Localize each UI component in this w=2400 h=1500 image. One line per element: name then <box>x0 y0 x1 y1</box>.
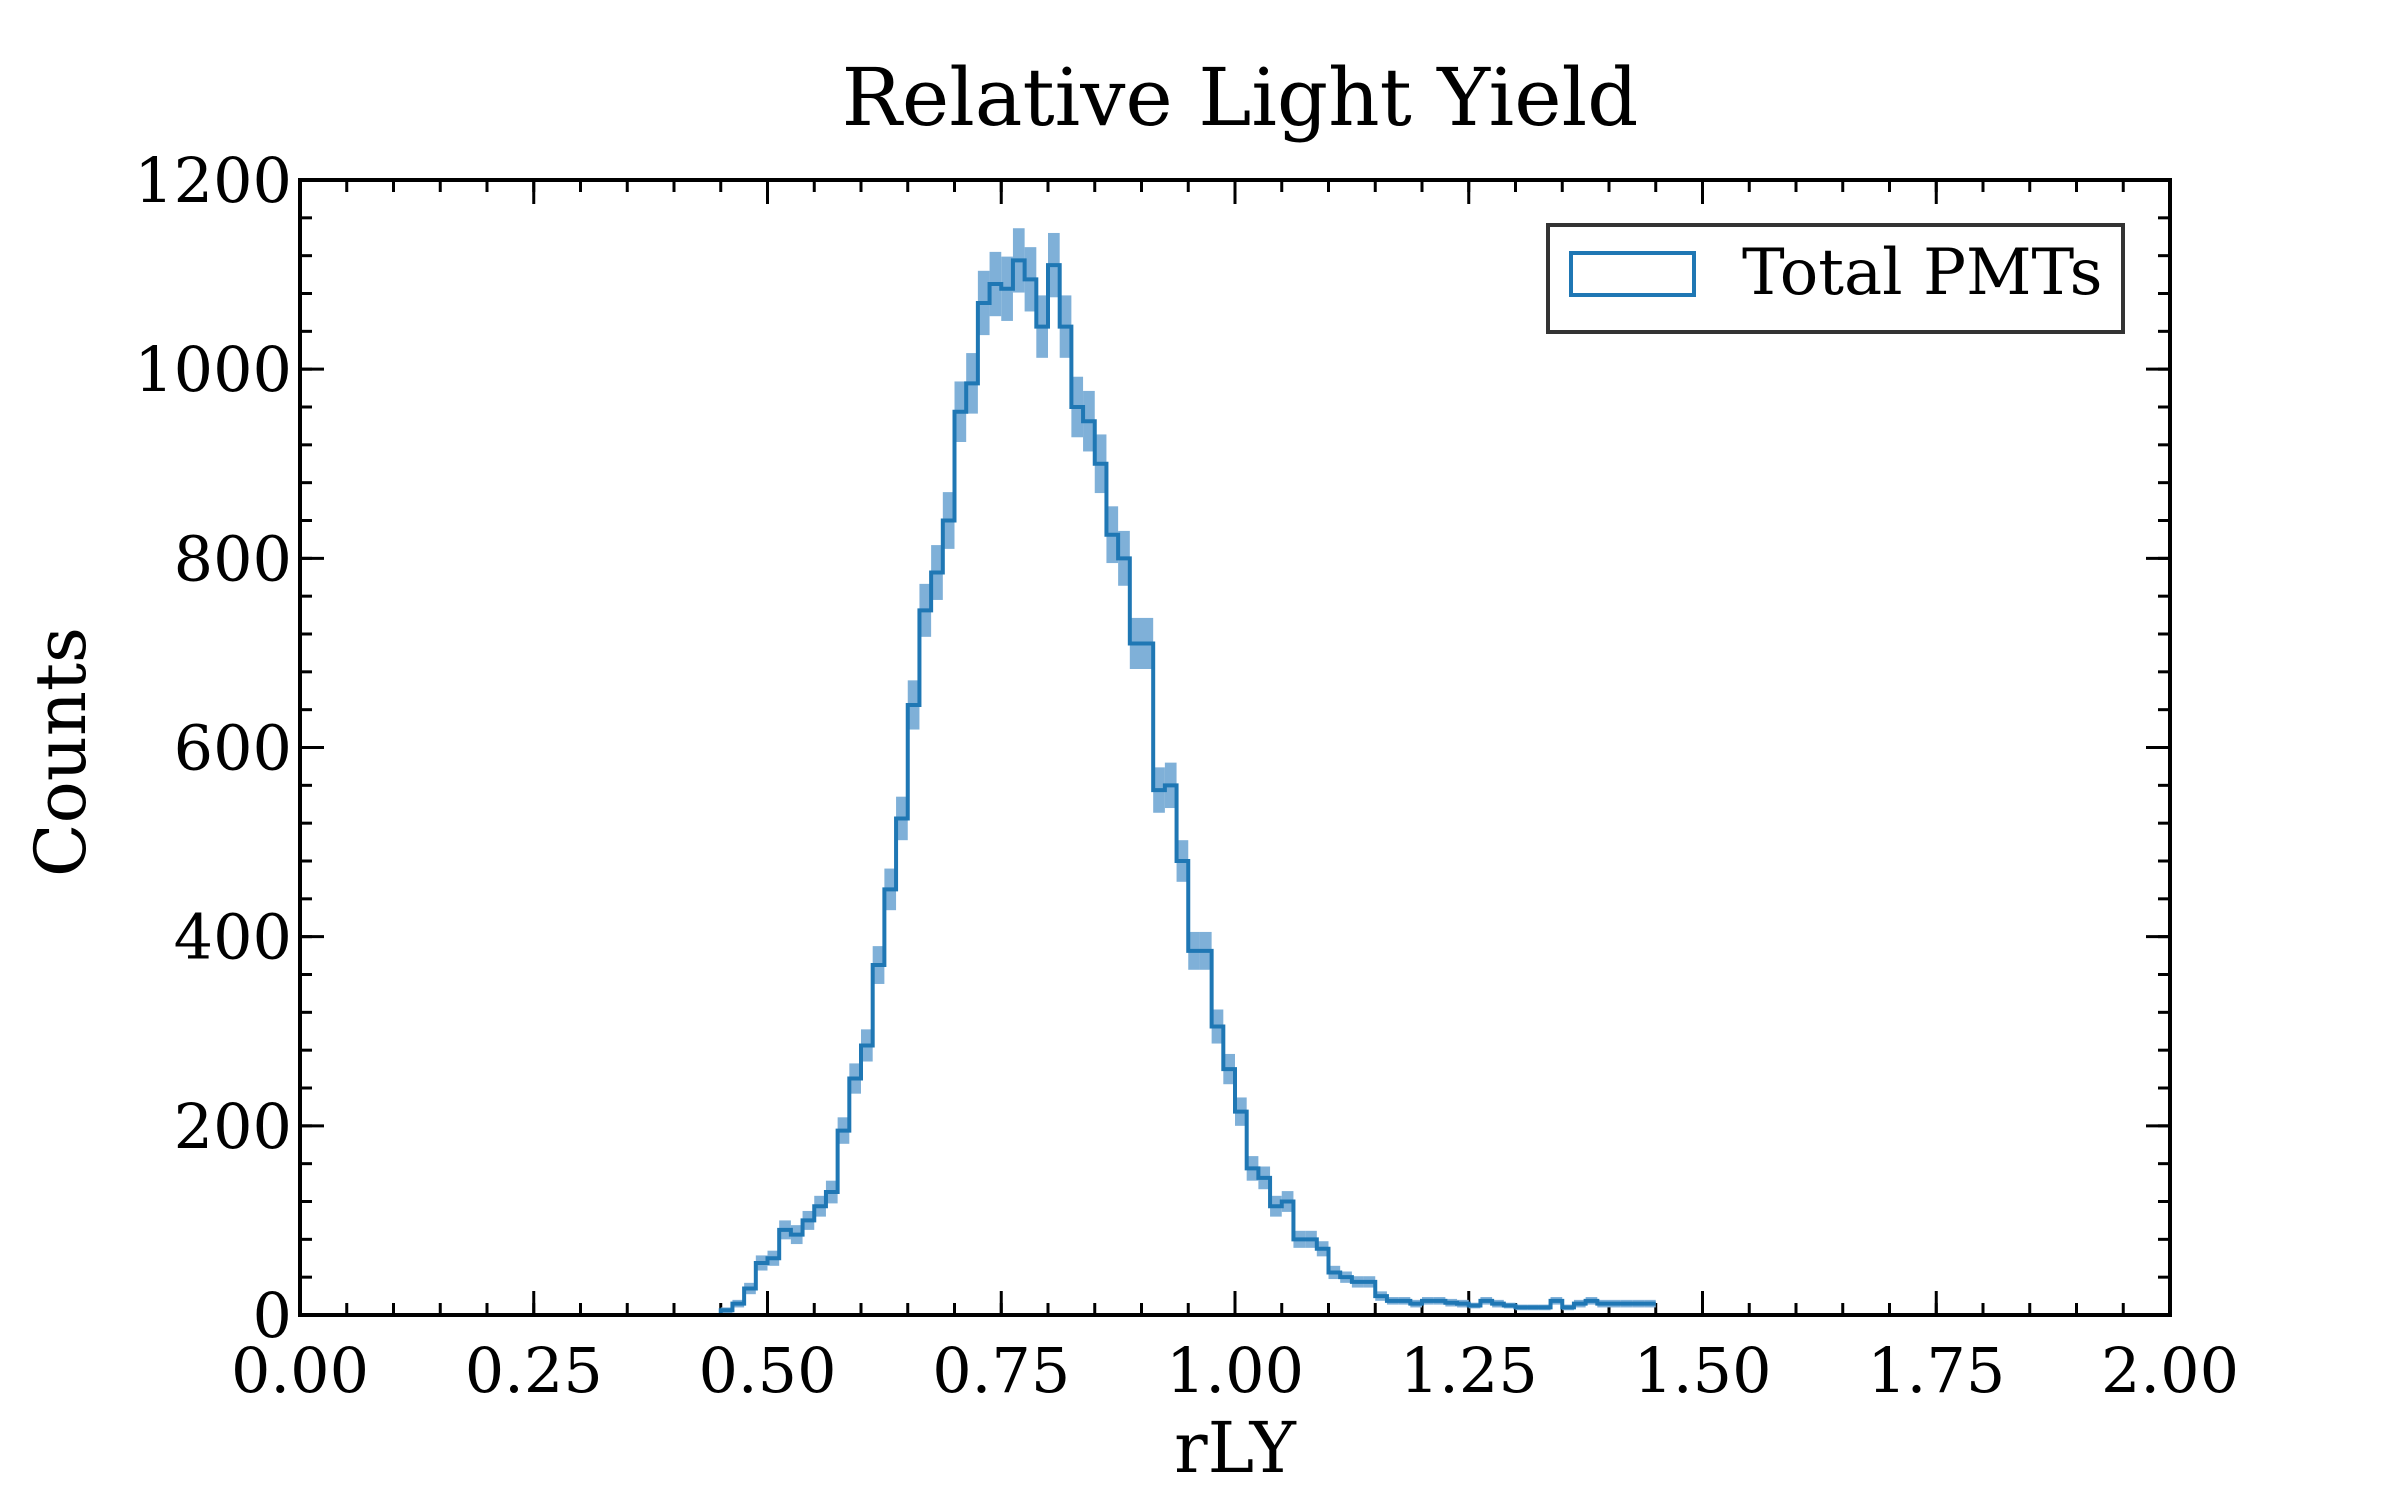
ticks <box>298 178 2172 1317</box>
error-bands <box>720 228 1656 1314</box>
legend-swatch <box>1569 251 1696 297</box>
y-tick-label: 1200 <box>134 144 292 217</box>
legend: Total PMTs <box>1546 223 2125 334</box>
x-tick-label: 0.50 <box>698 1334 836 1407</box>
x-tick-label: 0.75 <box>932 1334 1070 1407</box>
x-tick-label: 1.50 <box>1633 1334 1771 1407</box>
y-tick-label: 400 <box>174 901 292 974</box>
x-tick-label: 1.00 <box>1166 1334 1304 1407</box>
y-tick-label: 200 <box>174 1090 292 1163</box>
x-tick-label: 0.25 <box>465 1334 603 1407</box>
x-tick-labels: 0.00 0.25 0.50 0.75 1.00 1.25 1.50 1.75 2.00 <box>231 1334 2239 1407</box>
y-tick-label: 800 <box>174 522 292 595</box>
x-tick-label: 1.75 <box>1867 1334 2005 1407</box>
x-tick-label: 2.00 <box>2101 1334 2239 1407</box>
y-axis-label: Counts <box>20 627 102 877</box>
plot-frame <box>298 178 2172 1317</box>
x-axis-label: rLY <box>1174 1407 1296 1489</box>
legend-box <box>1546 223 2125 334</box>
y-tick-label: 600 <box>174 712 292 785</box>
y-tick-label: 0 <box>253 1279 292 1352</box>
histogram-step-line <box>709 258 1656 1317</box>
chart-title: Relative Light Yield <box>842 51 1639 144</box>
x-tick-label: 1.25 <box>1400 1334 1538 1407</box>
y-tick-labels: 0 200 400 600 800 1000 1200 <box>134 144 292 1352</box>
x-tick-label: 0.00 <box>231 1334 369 1407</box>
y-tick-label: 1000 <box>134 333 292 406</box>
legend-label: Total PMTs <box>1742 236 2102 310</box>
